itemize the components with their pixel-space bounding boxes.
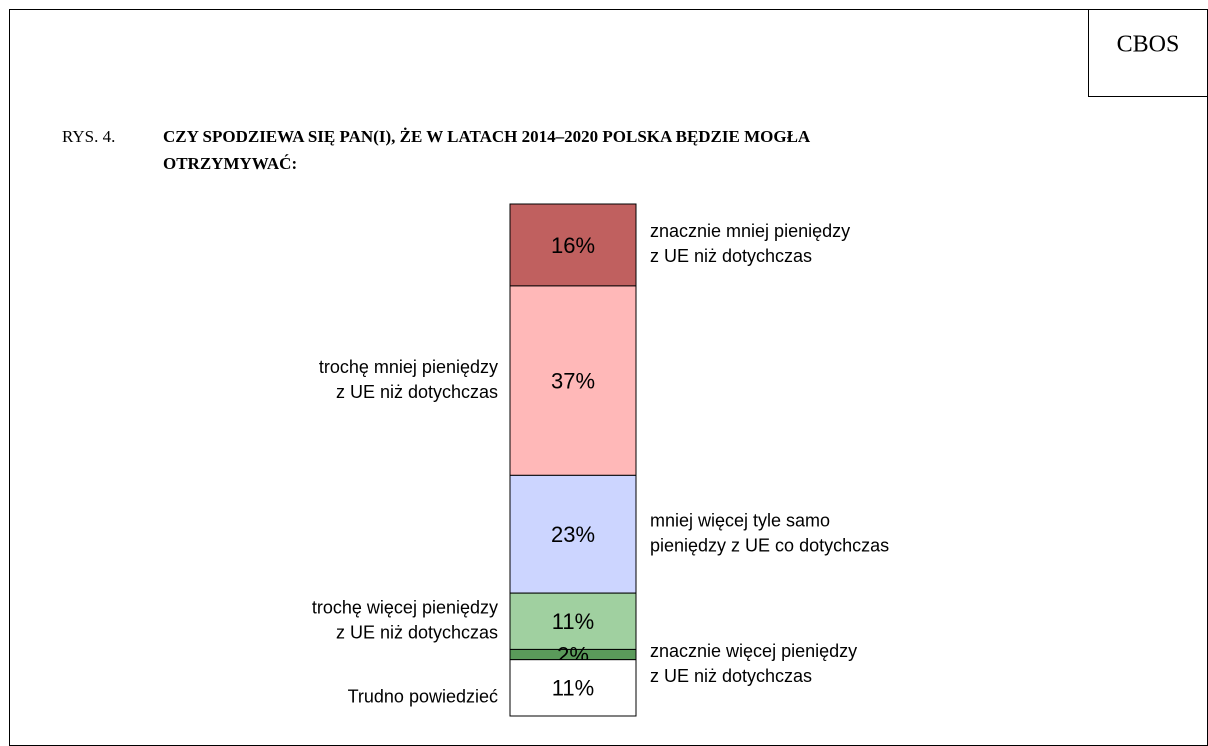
value-label: 23% — [551, 522, 595, 547]
category-label: trochę mniej pieniędzy — [319, 357, 498, 377]
bar-segment — [509, 474, 637, 594]
figure-label: RYS. 4. — [62, 127, 115, 146]
category-label: z UE niż dotychczas — [336, 382, 498, 402]
chart-title: OTRZYMYWAĆ: — [163, 154, 297, 173]
category-label: znacznie mniej pieniędzy — [650, 221, 850, 241]
category-label: mniej więcej tyle samo — [650, 510, 830, 530]
bar-segment — [509, 592, 637, 650]
source-box — [1088, 9, 1208, 97]
bar-segment — [509, 659, 637, 717]
chart-title: CZY SPODZIEWA SIĘ PAN(I), ŻE W LATACH 20… — [163, 127, 811, 146]
category-label: znacznie więcej pieniędzy — [650, 641, 857, 661]
category-label: pieniędzy z UE co dotychczas — [650, 535, 889, 555]
bar-segment — [509, 203, 637, 287]
value-label: 16% — [551, 233, 595, 258]
category-label: z UE niż dotychczas — [650, 246, 812, 266]
bar-segment — [509, 285, 637, 476]
category-label: Trudno powiedzieć — [348, 687, 498, 707]
category-label: z UE niż dotychczas — [336, 623, 498, 643]
value-label: 11% — [552, 609, 594, 634]
value-label: 11% — [552, 676, 594, 701]
category-label: z UE niż dotychczas — [650, 666, 812, 686]
category-label: trochę więcej pieniędzy — [312, 598, 498, 618]
value-label: 37% — [551, 368, 595, 393]
source: CBOS — [1117, 32, 1180, 58]
